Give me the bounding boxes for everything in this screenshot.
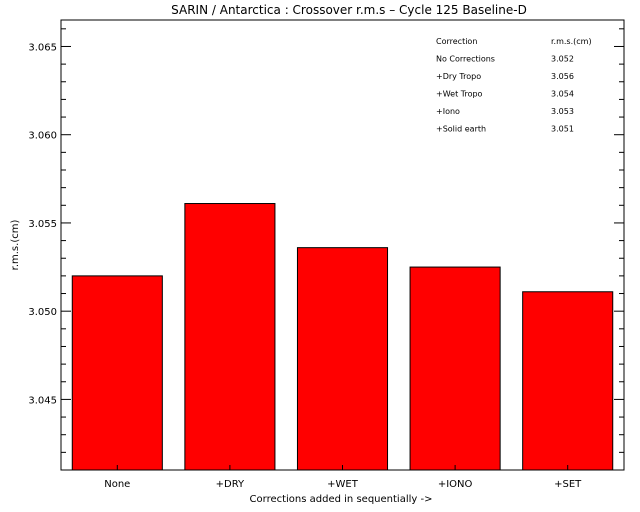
x-axis-label: Corrections added in sequentially -> xyxy=(250,494,433,505)
legend-rms-value: 3.051 xyxy=(551,125,574,134)
bar-wet xyxy=(296,247,389,471)
x-tick-label: +SET xyxy=(554,479,582,490)
legend-correction-label: +Wet Tropo xyxy=(436,90,483,99)
x-tick-label: +WET xyxy=(327,479,359,490)
bar-none xyxy=(71,275,163,471)
y-tick-label: 3.060 xyxy=(28,131,57,142)
legend-header-cell: Correction xyxy=(436,37,477,46)
y-tick-label: 3.050 xyxy=(28,307,57,318)
y-tick-label: 3.065 xyxy=(28,42,57,53)
legend-correction-label: +Iono xyxy=(436,107,460,116)
bar-set xyxy=(522,291,614,471)
x-ticks-group: None +DRY +WET +IONO +SET xyxy=(104,465,582,490)
y-axis-label: r.m.s.(cm) xyxy=(10,220,21,271)
x-tick-label: None xyxy=(104,479,130,490)
legend-rms-value: 3.052 xyxy=(551,55,574,64)
legend-table: Correction r.m.s.(cm) No Corrections 3.052 +… xyxy=(436,37,592,134)
y-ticks-group: 3.045 3.050 3.055 3.060 3.065 xyxy=(28,28,624,471)
bar-iono xyxy=(409,266,501,471)
x-tick-label: +DRY xyxy=(216,479,245,490)
legend-rms-value: 3.056 xyxy=(551,72,574,81)
legend-rms-value: 3.054 xyxy=(551,90,574,99)
plot-frame xyxy=(60,19,625,471)
y-tick-label: 3.055 xyxy=(28,219,57,230)
bar-dry xyxy=(184,203,276,471)
legend-correction-label: +Dry Tropo xyxy=(436,72,481,81)
legend-correction-label: +Solid earth xyxy=(436,125,486,134)
legend-rms-value: 3.053 xyxy=(551,107,574,116)
chart-title: SARIN / Antarctica : Crossover r.m.s – C… xyxy=(171,3,527,17)
y-tick-label: 3.045 xyxy=(28,395,57,406)
bars-group xyxy=(71,203,614,471)
legend-header-cell: r.m.s.(cm) xyxy=(551,37,592,46)
x-tick-label: +IONO xyxy=(438,479,473,490)
legend-correction-label: No Corrections xyxy=(436,55,495,64)
